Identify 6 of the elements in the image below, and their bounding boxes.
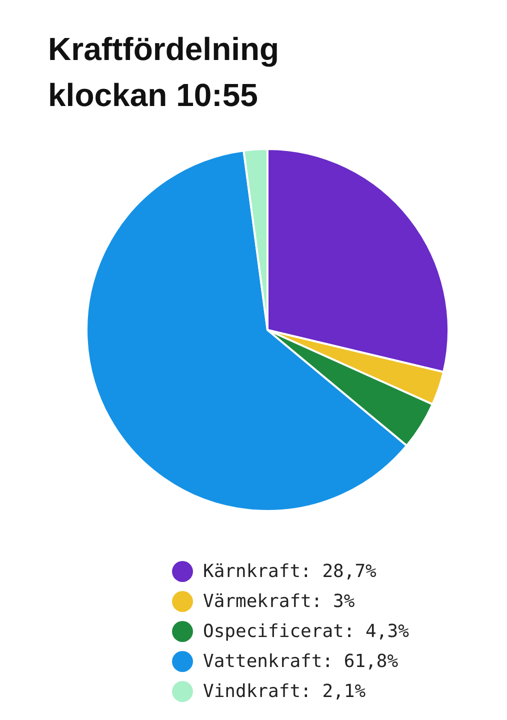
legend-label: Vattenkraft: 61,8% <box>203 650 398 672</box>
legend-label: Vindkraft: 2,1% <box>203 680 366 702</box>
legend-label: Ospecificerat: 4,3% <box>203 620 409 642</box>
legend-label: Kärnkraft: 28,7% <box>203 560 376 582</box>
chart-title: Kraftfördelning klockan 10:55 <box>48 30 280 115</box>
legend-label: Värmekraft: 3% <box>203 590 355 612</box>
